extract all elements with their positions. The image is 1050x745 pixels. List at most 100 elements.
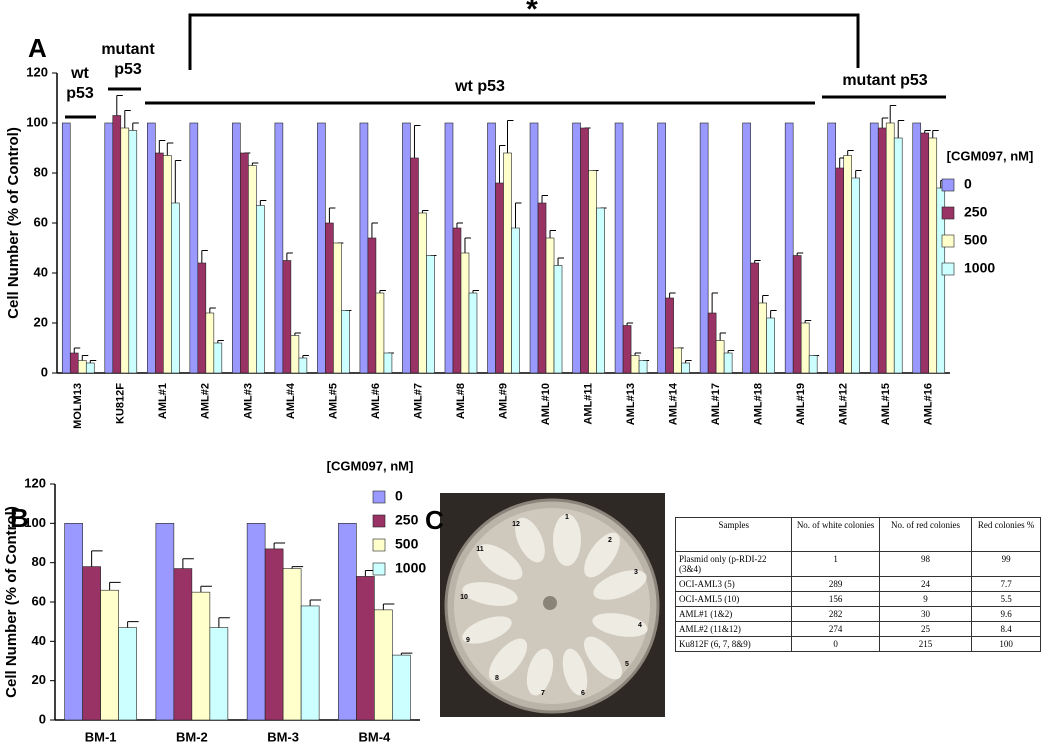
bar	[171, 202, 180, 374]
table-row: AML#2 (11&12) 274 25 8.4	[674, 621, 1041, 637]
bar	[120, 127, 130, 374]
bar	[758, 302, 767, 374]
bar	[402, 122, 411, 374]
error-bar	[541, 195, 549, 203]
header-cell: No. of red colonies	[878, 517, 973, 552]
table-row: Plasmid only (p-RDI-22 (3&4) 1 98 99	[674, 551, 1041, 577]
table-cell: 1	[791, 551, 880, 577]
bar	[630, 355, 640, 374]
bar	[511, 227, 520, 374]
dish-number: 4	[638, 622, 642, 629]
x-tick-label: MOLM13	[72, 383, 84, 429]
panel-label: A	[28, 33, 47, 63]
annotation: mutant p53	[101, 41, 155, 78]
y-axis-label: Cell Number (% of Control)	[5, 127, 22, 319]
y-tick-label: 120	[26, 64, 48, 79]
x-tick-label: AML#19	[795, 383, 807, 425]
error-bar	[754, 260, 761, 263]
y-tick-label: 60	[34, 214, 48, 229]
bar	[61, 122, 71, 374]
bar	[147, 122, 156, 374]
header-cell: Samples	[674, 517, 793, 552]
legend-label: 0	[395, 488, 403, 504]
bar	[205, 312, 215, 374]
bar	[209, 627, 229, 721]
bar	[155, 152, 164, 374]
dish-number: 5	[625, 661, 629, 668]
error-bar	[201, 250, 208, 263]
error-bar	[91, 550, 103, 567]
error-bar	[499, 145, 506, 183]
error-bar	[897, 120, 905, 138]
dish-number: 1	[565, 514, 569, 521]
bar	[792, 255, 802, 374]
bar	[657, 122, 666, 374]
bar	[367, 237, 377, 374]
error-bar	[182, 558, 194, 569]
x-tick-label: AML#12	[838, 383, 850, 425]
bar	[588, 170, 597, 374]
bar	[375, 292, 385, 374]
bar	[374, 609, 393, 721]
bar	[912, 122, 922, 374]
error-bar	[472, 290, 479, 293]
error-bar	[400, 652, 413, 656]
table-cell: 98	[878, 551, 973, 577]
error-bar	[174, 160, 182, 203]
bar	[290, 335, 300, 374]
error-bar	[413, 125, 421, 158]
error-bar	[456, 222, 463, 228]
bar	[495, 182, 504, 374]
bar	[928, 137, 938, 374]
bar	[673, 347, 682, 374]
x-tick-label: AML#5	[327, 383, 339, 419]
error-bar	[116, 95, 123, 116]
error-bar	[889, 105, 897, 123]
error-bar	[217, 340, 224, 343]
error-bar	[804, 320, 812, 323]
bar	[118, 627, 137, 721]
error-bar	[109, 581, 121, 591]
table-cell: 0	[791, 636, 880, 652]
bar	[274, 122, 284, 374]
error-bar	[309, 599, 322, 606]
x-tick-label: AML#13	[625, 383, 637, 425]
table-cell: 274	[791, 621, 880, 637]
error-bar	[382, 603, 395, 610]
legend-label: 1000	[395, 560, 426, 576]
bar	[104, 122, 114, 374]
bar	[681, 362, 690, 374]
bar	[843, 155, 852, 374]
bar	[766, 317, 775, 374]
table-row: Ku812F (6, 7, 8&9) 0 215 100	[674, 636, 1041, 652]
table-cell: 282	[791, 606, 880, 622]
x-tick-label: AML#4	[285, 382, 297, 419]
legend-swatch	[941, 206, 955, 220]
bar	[64, 523, 83, 721]
header-cell: No. of white colonies	[791, 517, 880, 552]
annotation: wt p53	[66, 65, 94, 102]
bar	[936, 187, 946, 374]
annotation: mutant p53	[842, 72, 928, 89]
error-bar	[762, 295, 769, 303]
bar	[699, 122, 709, 374]
y-tick-label: 20	[32, 672, 46, 687]
error-bar	[634, 352, 642, 356]
bar	[282, 260, 292, 374]
table-row: AML#1 (1&2) 282 30 9.6	[674, 606, 1041, 622]
error-bar	[727, 350, 735, 353]
error-bar	[127, 621, 139, 628]
error-bar	[932, 130, 939, 138]
bar	[537, 202, 547, 374]
legend-title: [CGM097, nM]	[947, 148, 1034, 163]
bar	[246, 523, 266, 721]
error-bar	[259, 200, 267, 206]
legend-label: 0	[964, 176, 972, 192]
error-bar	[796, 252, 804, 256]
bar	[100, 589, 119, 721]
table-cell: 100	[971, 636, 1041, 652]
legend-swatch	[372, 538, 386, 552]
bar	[282, 568, 302, 721]
